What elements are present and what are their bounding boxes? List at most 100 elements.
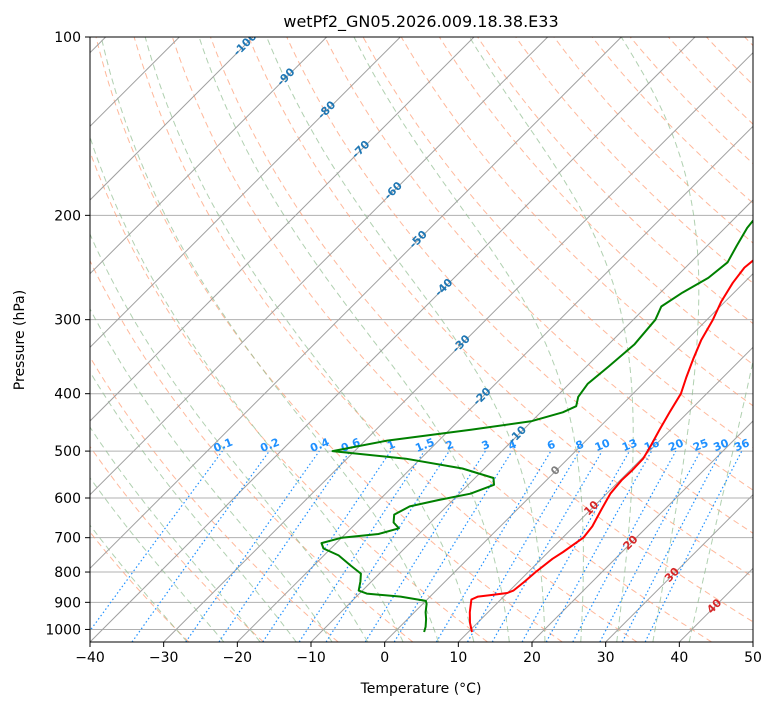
moist-adiabat: [90, 308, 333, 642]
x-tick-label: −30: [149, 650, 179, 666]
mixing-ratio-line: [545, 450, 653, 642]
mixing-ratio-label: 25: [691, 436, 710, 454]
mixing-ratio-line: [131, 450, 270, 642]
isotherm-label-warm: 30: [662, 565, 682, 585]
mixing-ratio-label: 1.5: [413, 436, 436, 455]
mixing-ratio-label: 8: [574, 438, 586, 453]
dry-adiabat: [248, 37, 753, 578]
isotherm-line: [90, 37, 254, 201]
mixing-ratio-line: [393, 450, 513, 642]
x-tick-label: 30: [597, 650, 615, 666]
mixing-ratio-line: [599, 450, 702, 642]
dry-adiabat: [553, 37, 753, 244]
dry-adiabat: [133, 37, 638, 642]
moist-adiabat: [90, 135, 404, 642]
dry-adiabat: [591, 37, 753, 204]
dry-adiabat: [362, 37, 753, 449]
y-axis-label: Pressure (hPa): [12, 290, 28, 390]
mixing-ratio-label: 2: [444, 438, 456, 453]
isotherm-label-warm: 40: [704, 596, 724, 616]
dry-adiabat: [668, 37, 753, 125]
y-tick-label: 1000: [45, 622, 81, 638]
isotherm-line: [90, 37, 475, 422]
mixing-ratio-lines: [90, 450, 743, 642]
mixing-ratio-line: [185, 450, 320, 642]
mixing-ratio-line: [298, 450, 425, 642]
isotherm-line: [457, 346, 753, 642]
isotherm-line: [310, 199, 753, 642]
dry-adiabat: [744, 37, 753, 47]
dry-adiabat: [438, 37, 753, 366]
moist-adiabat: [620, 37, 700, 642]
pressure-gridlines: [90, 37, 753, 630]
mixing-ratio-label: 10: [593, 436, 612, 454]
y-tick-label: 900: [54, 595, 81, 611]
dry-adiabat: [90, 356, 339, 642]
moist-adiabat: [90, 524, 188, 642]
moist-adiabat: [90, 426, 261, 642]
moist-adiabats: [90, 37, 753, 642]
isotherm-line: [531, 420, 753, 642]
y-tick-label: 700: [54, 531, 81, 547]
dry-adiabat: [90, 150, 488, 642]
plot-frame: [89, 36, 754, 643]
isotherm-line: [90, 37, 696, 642]
x-tick-label: 50: [744, 650, 762, 666]
isotherm-line: [163, 51, 753, 642]
dry-adiabat: [90, 531, 190, 642]
moist-adiabat: [100, 37, 439, 642]
mixing-ratio-line: [262, 450, 392, 642]
x-tick-label: −20: [223, 650, 253, 666]
mixing-ratio-label: 30: [712, 436, 731, 454]
moist-adiabat: [90, 232, 369, 642]
plot-area: 0.1 0.2 0.4 0.6 1 1.5 2 3 4 6 8 10 13 16 20 25 30 36-100-…: [90, 37, 753, 642]
background-line-labels: 0.1 0.2 0.4 0.6 1 1.5 2 3 4 6 8 10 13 16 20 25 30 36-100-…: [212, 37, 752, 616]
isotherm-label-cold: -20: [470, 385, 493, 408]
mixing-ratio-label: 3: [480, 438, 492, 453]
dry-adiabat: [515, 37, 753, 284]
dry-adiabats: [90, 37, 753, 642]
x-tick-label: 20: [523, 650, 541, 666]
chart-title: wetPf2_GN05.2026.009.18.38.E33: [283, 12, 558, 32]
y-tick-label: 300: [54, 313, 81, 329]
moist-adiabat: [469, 37, 634, 642]
moist-adiabat: [144, 37, 475, 642]
moist-adiabat: [688, 358, 753, 642]
profile-series: [320, 219, 753, 633]
x-axis-ticks: −40 −30 −20 −10 0 10 20 30 40 50: [75, 642, 762, 666]
mixing-ratio-label: 6: [545, 438, 557, 453]
x-tick-label: −10: [296, 650, 326, 666]
isotherm-line: [752, 641, 753, 642]
isotherm-line: [236, 125, 753, 642]
x-tick-label: 0: [380, 650, 389, 666]
x-tick-label: 10: [449, 650, 467, 666]
moist-adiabat: [353, 37, 584, 642]
dry-adiabat: [324, 37, 753, 491]
y-axis-ticks: 100 200 300 400 500 600 700 800 900 1000: [45, 30, 90, 638]
temperature-line: [468, 259, 753, 633]
isotherm-line: [90, 37, 622, 570]
isotherm-line: [90, 37, 328, 275]
moist-adiabat: [198, 37, 510, 642]
mixing-ratio-label: 20: [666, 436, 685, 454]
moist-adiabat: [266, 37, 546, 642]
x-tick-label: −40: [75, 650, 105, 666]
moist-adiabat: [90, 476, 225, 642]
isotherms: [90, 37, 753, 642]
isotherm-line: [678, 567, 753, 642]
isotherm-line: [384, 272, 753, 642]
moist-adiabat: [90, 370, 297, 642]
dry-adiabat: [706, 37, 753, 86]
dry-adiabat: [90, 445, 264, 642]
dry-adiabat: [90, 259, 414, 642]
y-tick-label: 200: [54, 208, 81, 224]
mixing-ratio-line: [572, 450, 677, 642]
x-tick-label: 40: [670, 650, 688, 666]
isotherm-line: [90, 37, 549, 496]
mixing-ratio-line: [521, 450, 631, 642]
dewpoint-line: [320, 219, 753, 633]
mixing-ratio-label: 36: [732, 436, 751, 454]
mixing-ratio-line: [325, 450, 450, 642]
mixing-ratio-line: [644, 450, 743, 642]
